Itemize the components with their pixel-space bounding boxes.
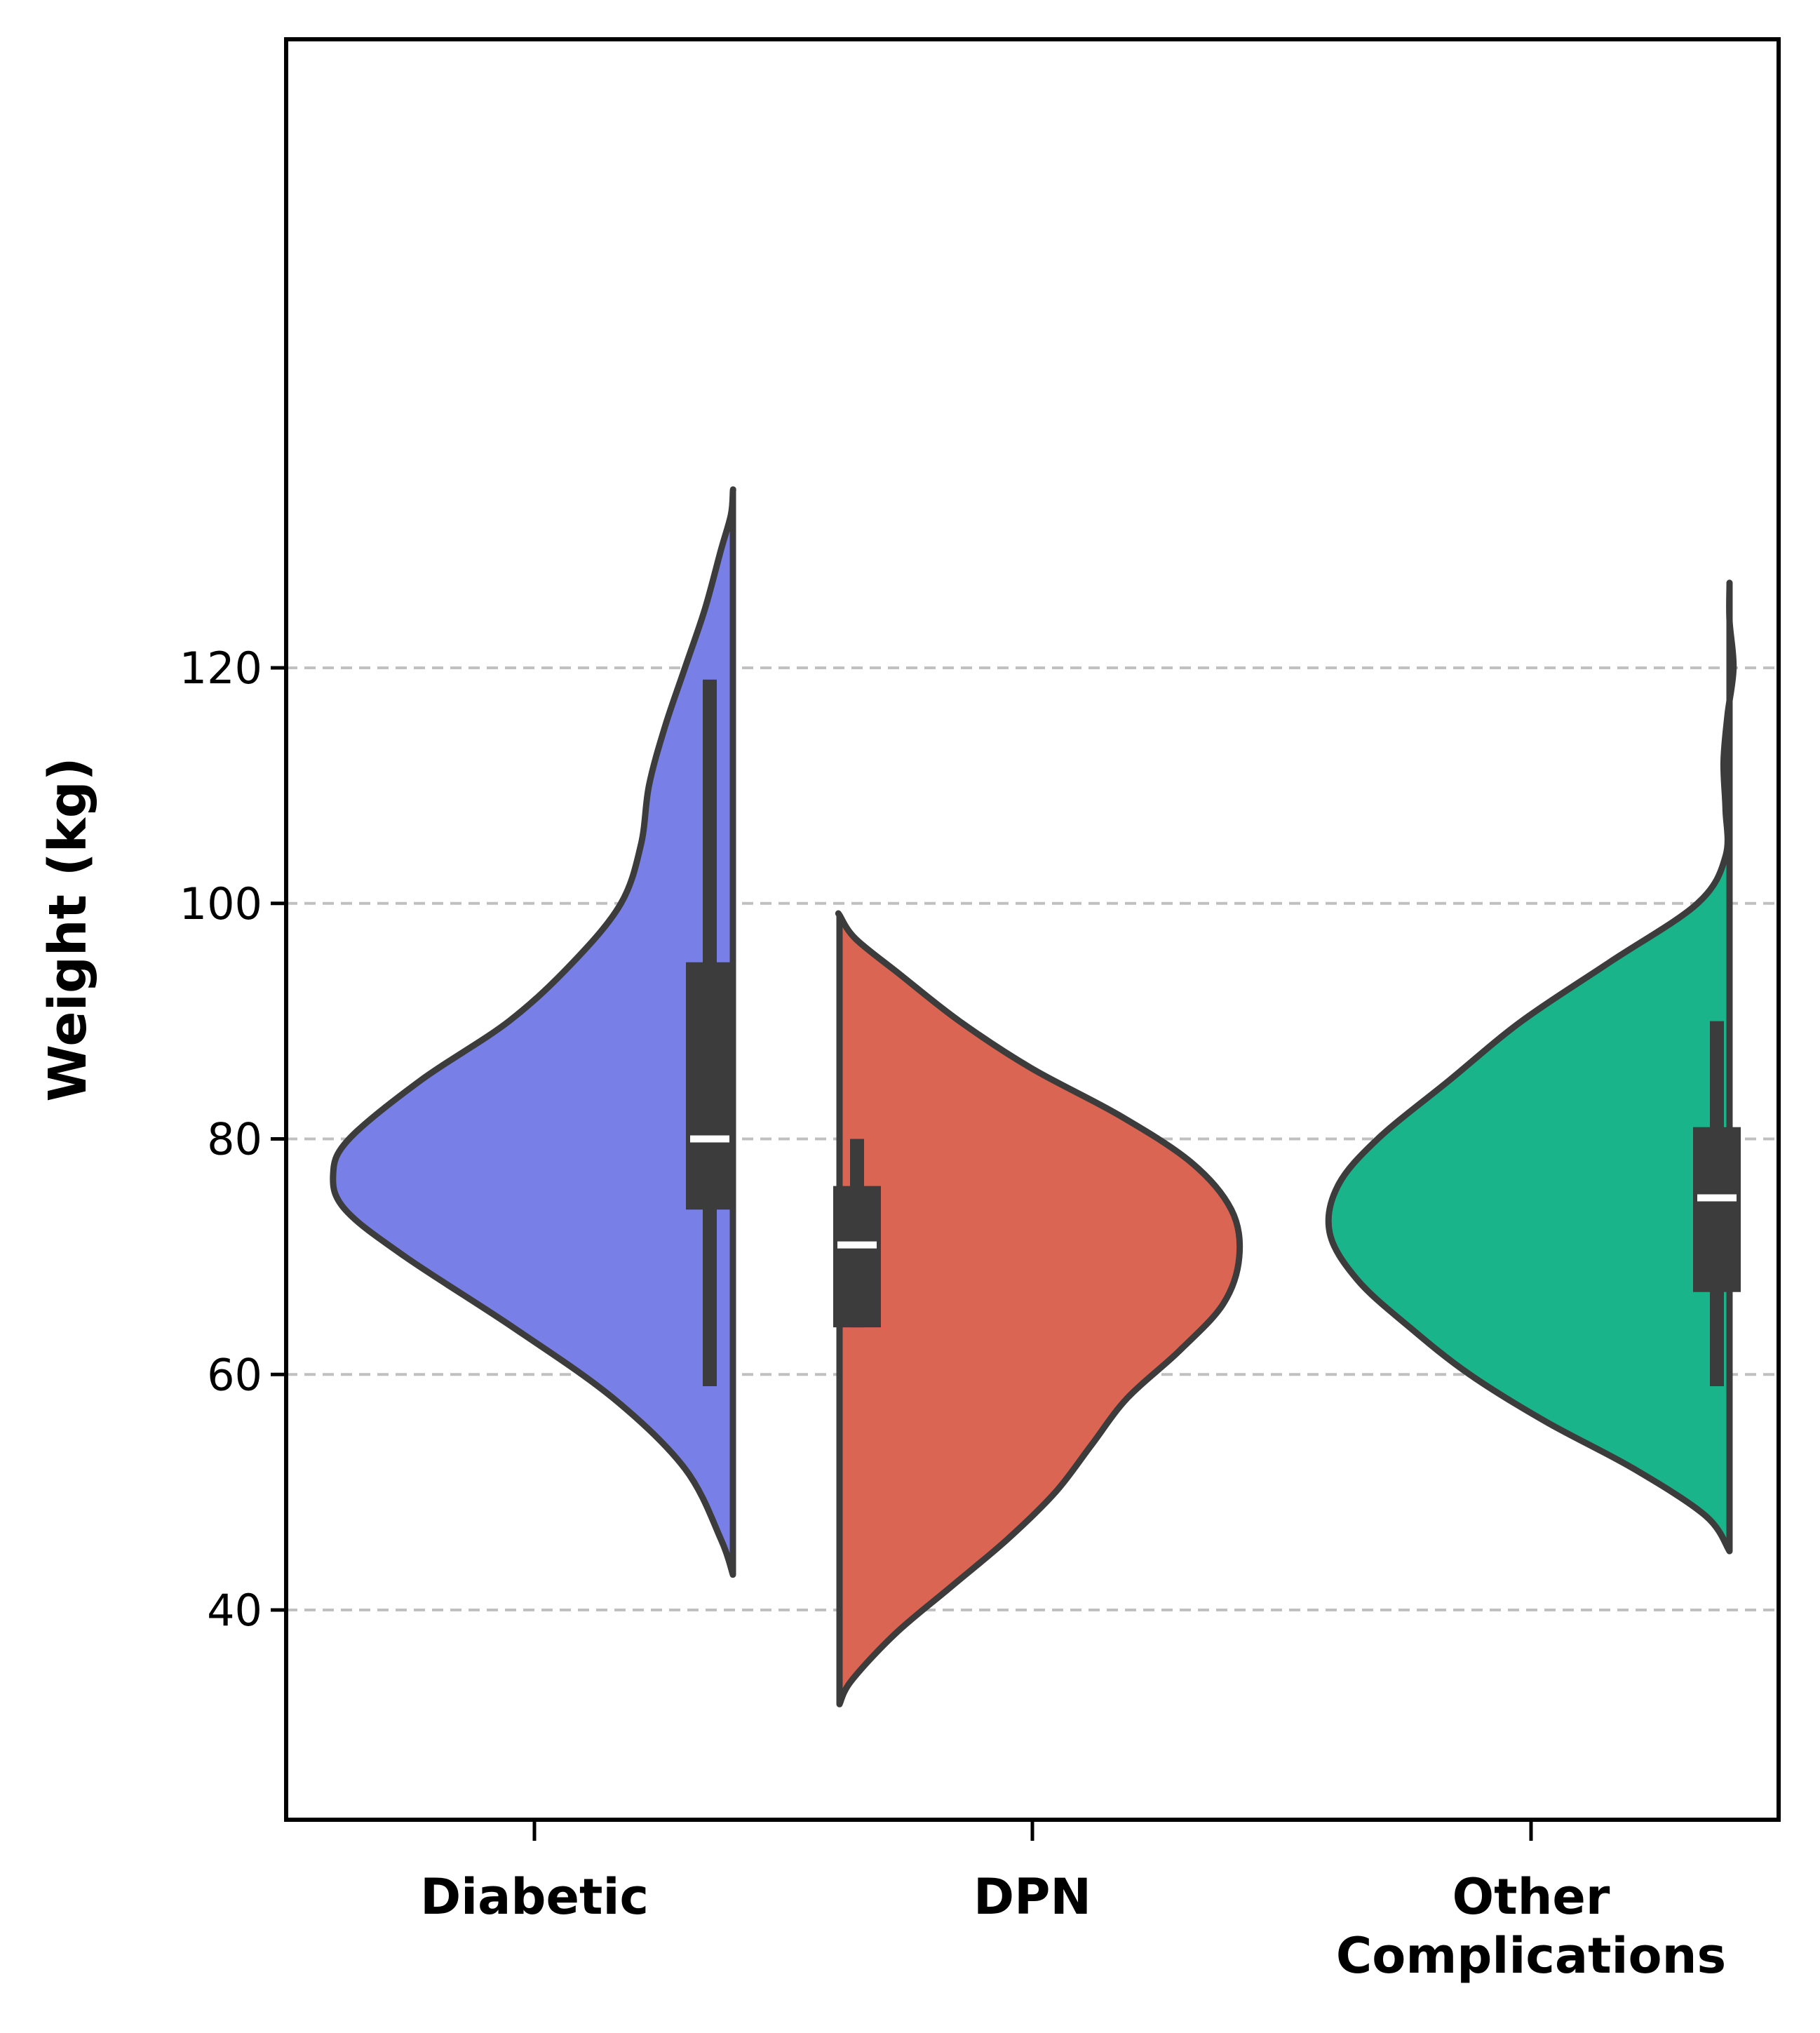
plot-frame: [284, 37, 1781, 1822]
y-tick-label-100: 100: [180, 878, 262, 930]
violins: [330, 486, 1741, 1707]
iqr-box-1: [833, 1186, 881, 1328]
x-tick-label-1-0: DPN: [973, 1868, 1091, 1926]
x-tick-label-2-0: Other: [1452, 1868, 1610, 1926]
y-tick-label-120: 120: [180, 643, 262, 694]
y-axis: 40 60 80 100 120: [180, 643, 286, 1636]
violin-2: [1325, 579, 1737, 1555]
violin-1: [835, 910, 1243, 1707]
x-tick-label-0-0: Diabetic: [420, 1868, 649, 1926]
y-tick-label-40: 40: [207, 1585, 262, 1636]
y-tick-label-80: 80: [207, 1114, 262, 1165]
x-tick-label-2-1: Complications: [1336, 1927, 1726, 1985]
iqr-box-2: [1693, 1127, 1741, 1292]
y-tick-label-60: 60: [207, 1349, 262, 1400]
violin-0: [330, 486, 736, 1578]
iqr-box-0: [686, 962, 734, 1210]
y-axis-title: Weight (kg): [38, 757, 98, 1101]
